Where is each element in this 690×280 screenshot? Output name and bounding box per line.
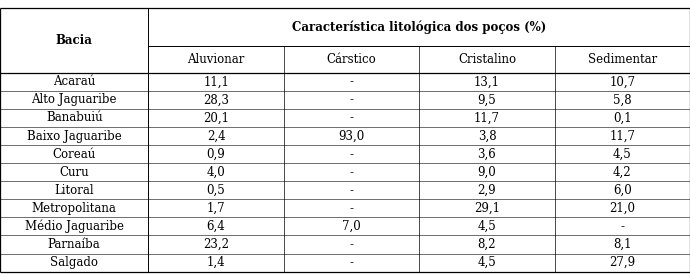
Text: 4,2: 4,2 bbox=[613, 166, 632, 179]
Text: 93,0: 93,0 bbox=[338, 130, 364, 143]
Text: 8,1: 8,1 bbox=[613, 238, 631, 251]
Text: Acaraú: Acaraú bbox=[53, 75, 95, 88]
Text: -: - bbox=[350, 238, 353, 251]
Text: Bacia: Bacia bbox=[56, 34, 92, 47]
Text: 3,8: 3,8 bbox=[477, 130, 496, 143]
Text: Aluvionar: Aluvionar bbox=[188, 53, 245, 66]
Text: 29,1: 29,1 bbox=[474, 202, 500, 215]
Text: 4,5: 4,5 bbox=[477, 220, 496, 233]
Text: 27,9: 27,9 bbox=[609, 256, 635, 269]
Text: Salgado: Salgado bbox=[50, 256, 98, 269]
Text: Característica litológica dos poços (%): Característica litológica dos poços (%) bbox=[292, 20, 546, 34]
Text: 0,9: 0,9 bbox=[207, 148, 226, 161]
Text: Cárstico: Cárstico bbox=[326, 53, 377, 66]
Text: -: - bbox=[350, 75, 353, 88]
Text: -: - bbox=[350, 148, 353, 161]
Text: 6,4: 6,4 bbox=[207, 220, 226, 233]
Text: 7,0: 7,0 bbox=[342, 220, 361, 233]
Text: Baixo Jaguaribe: Baixo Jaguaribe bbox=[27, 130, 121, 143]
Text: -: - bbox=[350, 94, 353, 106]
Text: 11,1: 11,1 bbox=[203, 75, 229, 88]
Text: 11,7: 11,7 bbox=[609, 130, 635, 143]
Text: Cristalino: Cristalino bbox=[458, 53, 516, 66]
Text: 11,7: 11,7 bbox=[474, 111, 500, 125]
Text: 23,2: 23,2 bbox=[203, 238, 229, 251]
Text: 3,6: 3,6 bbox=[477, 148, 496, 161]
Text: 0,1: 0,1 bbox=[613, 111, 632, 125]
Text: Banabuiú: Banabuiú bbox=[46, 111, 103, 125]
Text: 4,5: 4,5 bbox=[477, 256, 496, 269]
Text: Metropolitana: Metropolitana bbox=[32, 202, 117, 215]
Text: Parnaíba: Parnaíba bbox=[48, 238, 101, 251]
Text: 8,2: 8,2 bbox=[477, 238, 496, 251]
Text: -: - bbox=[350, 202, 353, 215]
Text: 9,0: 9,0 bbox=[477, 166, 496, 179]
Text: 1,7: 1,7 bbox=[207, 202, 226, 215]
Text: 10,7: 10,7 bbox=[609, 75, 635, 88]
Text: 6,0: 6,0 bbox=[613, 184, 632, 197]
Text: 0,5: 0,5 bbox=[207, 184, 226, 197]
Text: 21,0: 21,0 bbox=[609, 202, 635, 215]
Text: -: - bbox=[620, 220, 624, 233]
Text: 20,1: 20,1 bbox=[203, 111, 229, 125]
Text: Litoral: Litoral bbox=[55, 184, 94, 197]
Text: -: - bbox=[350, 256, 353, 269]
Text: Coreaú: Coreaú bbox=[52, 148, 96, 161]
Text: 1,4: 1,4 bbox=[207, 256, 226, 269]
Text: 9,5: 9,5 bbox=[477, 94, 496, 106]
Text: Alto Jaguaribe: Alto Jaguaribe bbox=[32, 94, 117, 106]
Text: 2,9: 2,9 bbox=[477, 184, 496, 197]
Text: Médio Jaguaribe: Médio Jaguaribe bbox=[25, 220, 124, 233]
Text: 2,4: 2,4 bbox=[207, 130, 226, 143]
Text: 4,5: 4,5 bbox=[613, 148, 632, 161]
Text: Curu: Curu bbox=[59, 166, 89, 179]
Text: -: - bbox=[350, 166, 353, 179]
Text: -: - bbox=[350, 111, 353, 125]
Text: 28,3: 28,3 bbox=[203, 94, 229, 106]
Text: -: - bbox=[350, 184, 353, 197]
Text: Sedimentar: Sedimentar bbox=[588, 53, 657, 66]
Text: 5,8: 5,8 bbox=[613, 94, 632, 106]
Text: 4,0: 4,0 bbox=[207, 166, 226, 179]
Text: 13,1: 13,1 bbox=[474, 75, 500, 88]
